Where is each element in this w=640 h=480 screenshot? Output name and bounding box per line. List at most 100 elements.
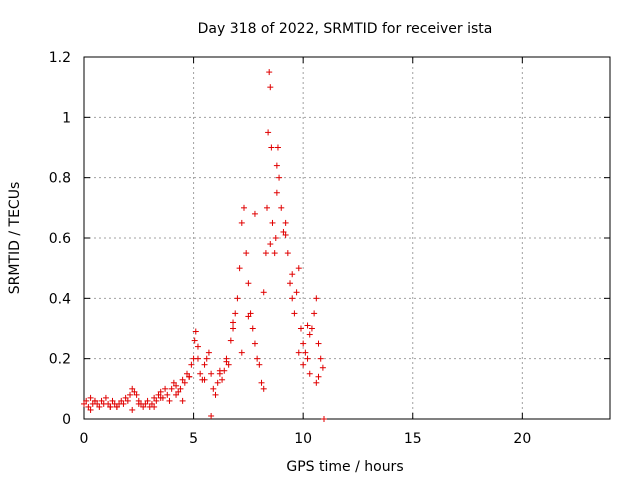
- data-point: [153, 397, 160, 404]
- data-point: [269, 219, 276, 226]
- data-point: [83, 397, 90, 404]
- data-point: [238, 349, 245, 356]
- y-tick-label: 0.6: [49, 231, 71, 247]
- data-point: [201, 361, 208, 368]
- data-point: [225, 361, 232, 368]
- data-point: [319, 364, 326, 371]
- data-point: [313, 379, 320, 386]
- data-point: [203, 355, 210, 362]
- grid: [84, 57, 610, 419]
- data-point: [131, 388, 138, 395]
- data-point: [109, 397, 116, 404]
- data-point: [276, 174, 283, 181]
- data-point: [317, 355, 324, 362]
- data-point: [271, 250, 278, 257]
- data-point: [280, 228, 287, 235]
- data-point: [264, 204, 271, 211]
- data-point: [265, 129, 272, 136]
- data-point: [251, 340, 258, 347]
- data-point: [254, 355, 261, 362]
- data-point: [98, 397, 105, 404]
- data-point: [297, 325, 304, 332]
- data-point: [216, 367, 223, 374]
- x-tick-label: 0: [80, 431, 89, 447]
- data-point: [315, 340, 322, 347]
- data-point: [179, 397, 186, 404]
- data-point: [164, 391, 171, 398]
- data-point: [208, 370, 215, 377]
- data-point: [258, 379, 265, 386]
- data-point: [179, 376, 186, 383]
- data-point: [274, 144, 281, 151]
- data-point: [188, 361, 195, 368]
- data-point: [148, 400, 155, 407]
- data-point: [315, 373, 322, 380]
- data-point: [260, 289, 267, 296]
- x-tick-label: 20: [513, 431, 531, 447]
- data-point: [289, 271, 296, 278]
- data-point: [304, 322, 311, 329]
- data-point: [208, 412, 215, 419]
- data-point: [300, 340, 307, 347]
- x-tick-labels: 0 5 10 15 20: [80, 431, 532, 447]
- data-point: [267, 241, 274, 248]
- data-point: [157, 388, 164, 395]
- data-point: [273, 162, 280, 169]
- data-point: [94, 400, 101, 407]
- data-point: [219, 376, 226, 383]
- data-point: [311, 310, 318, 317]
- data-point: [87, 394, 94, 401]
- data-point: [245, 313, 252, 320]
- data-point: [282, 219, 289, 226]
- data-point: [245, 280, 252, 287]
- data-point: [151, 394, 158, 401]
- data-point: [210, 385, 217, 392]
- data-point: [251, 210, 258, 217]
- data-point: [177, 385, 184, 392]
- data-point: [81, 400, 87, 407]
- y-tick-label: 0.2: [49, 352, 71, 368]
- data-point: [191, 337, 198, 344]
- data-point: [240, 204, 247, 211]
- y-tick-label: 0: [62, 412, 71, 428]
- data-point: [230, 319, 237, 326]
- data-point: [291, 310, 298, 317]
- data-point: [197, 370, 204, 377]
- data-point: [268, 144, 275, 151]
- data-point: [267, 84, 274, 91]
- data-point: [238, 219, 245, 226]
- data-point: [266, 69, 273, 76]
- data-point: [272, 235, 279, 241]
- y-axis-title: SRMTID / TECUs: [7, 182, 23, 295]
- data-point: [295, 349, 302, 356]
- y-tick-label: 0.8: [49, 171, 71, 187]
- data-point: [320, 416, 327, 422]
- data-point: [287, 280, 294, 287]
- chart-title: Day 318 of 2022, SRMTID for receiver ist…: [198, 21, 493, 37]
- data-point: [166, 397, 173, 404]
- data-point: [91, 397, 98, 404]
- data-point: [232, 310, 239, 317]
- data-point: [118, 397, 125, 404]
- data-point: [194, 355, 201, 362]
- data-point: [173, 382, 180, 389]
- data-point: [194, 343, 201, 350]
- data-point: [120, 400, 127, 407]
- data-point: [113, 403, 120, 410]
- data-point: [223, 358, 230, 365]
- data-point: [175, 388, 182, 395]
- data-point: [256, 361, 263, 368]
- data-point: [249, 325, 256, 332]
- data-point: [162, 385, 169, 392]
- x-axis-title: GPS time / hours: [286, 459, 403, 475]
- data-point: [278, 204, 285, 211]
- data-point: [304, 355, 311, 362]
- data-point: [300, 361, 307, 368]
- data-point: [234, 295, 241, 302]
- data-point: [142, 400, 149, 407]
- data-point: [243, 250, 250, 257]
- data-point: [173, 391, 180, 398]
- data-point: [293, 289, 300, 296]
- data-point: [122, 394, 129, 401]
- data-point: [129, 385, 136, 392]
